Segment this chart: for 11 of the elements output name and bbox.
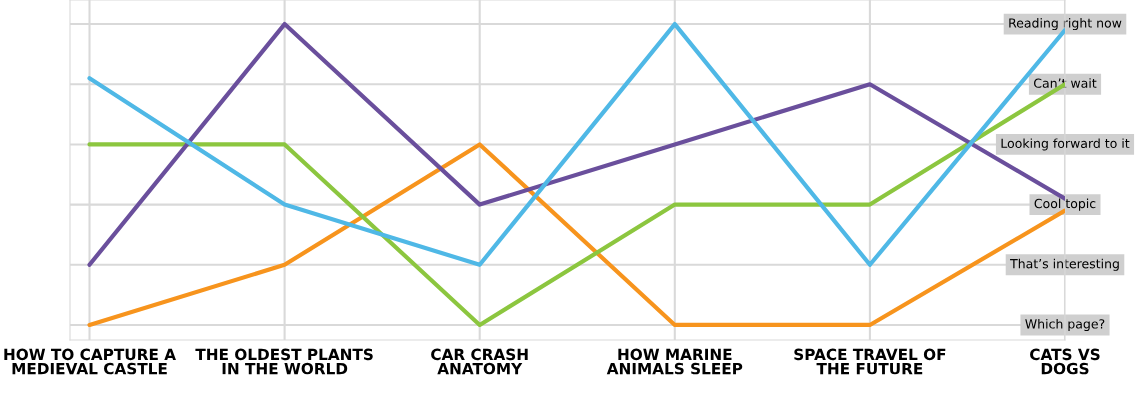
annotation: Looking forward to it: [1001, 138, 1130, 151]
x-tick-label: HOW MARINE ANIMALS SLEEP: [606, 348, 743, 375]
x-tick-label: CATS VS DOGS: [1030, 348, 1100, 375]
annotation: That’s interesting: [1010, 258, 1119, 271]
annotation: Cool topic: [1034, 198, 1096, 211]
annotation: Reading right now: [1009, 18, 1122, 31]
annotation: Which page?: [1025, 318, 1105, 331]
x-tick-label: HOW TO CAPTURE A MEDIEVAL CASTLE: [4, 348, 176, 375]
x-tick-label: SPACE TRAVEL OF THE FUTURE: [794, 348, 946, 375]
x-tick-label: CAR CRASH ANATOMY: [431, 348, 528, 375]
x-tick-label: THE OLDEST PLANTS IN THE WORLD: [195, 348, 373, 375]
